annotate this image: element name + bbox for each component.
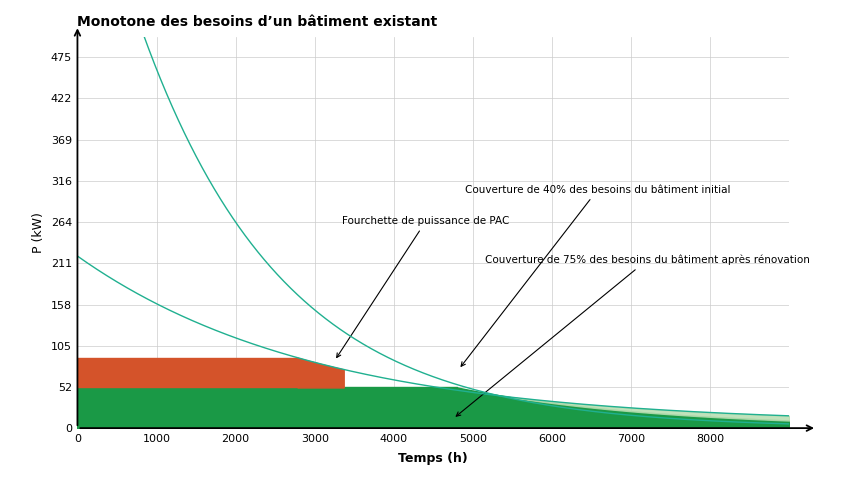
X-axis label: Temps (h): Temps (h) <box>399 452 468 465</box>
Text: Couverture de 75% des besoins du bâtiment après rénovation: Couverture de 75% des besoins du bâtimen… <box>456 255 810 416</box>
Y-axis label: P (kW): P (kW) <box>32 212 45 253</box>
Text: Monotone des besoins d’un bâtiment existant: Monotone des besoins d’un bâtiment exist… <box>77 15 438 29</box>
Text: Couverture de 40% des besoins du bâtiment initial: Couverture de 40% des besoins du bâtimen… <box>461 185 730 366</box>
Text: Fourchette de puissance de PAC: Fourchette de puissance de PAC <box>337 216 510 358</box>
